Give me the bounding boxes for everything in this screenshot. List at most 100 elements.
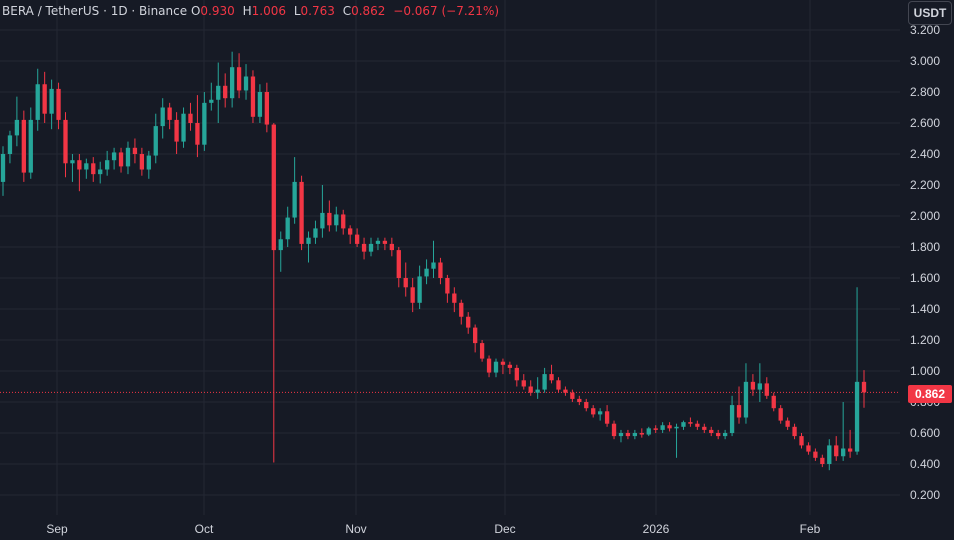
candle-body: [306, 237, 311, 244]
candle: [681, 420, 686, 430]
candle: [306, 231, 311, 263]
candle: [709, 426, 714, 437]
close-label: C: [342, 4, 352, 18]
candle: [188, 102, 193, 131]
candle-body: [827, 445, 832, 464]
candle: [729, 395, 735, 437]
candle: [84, 158, 89, 179]
candle: [584, 398, 589, 412]
candle-body: [570, 392, 575, 399]
candle-body: [764, 383, 769, 396]
candle-body: [0, 154, 6, 182]
candle: [646, 426, 651, 437]
candle: [473, 324, 478, 353]
candle: [785, 417, 790, 430]
candle-body: [264, 92, 270, 125]
candle: [771, 392, 776, 412]
candle-body: [681, 422, 686, 427]
candle-body: [153, 126, 158, 156]
candle-body: [417, 276, 422, 303]
candle-body: [771, 395, 776, 409]
candle: [438, 257, 443, 285]
candle: [452, 287, 457, 313]
candle: [410, 278, 415, 313]
candle: [327, 200, 332, 232]
time-axis[interactable]: Sep Oct Nov Dec 2026 Feb: [46, 522, 820, 536]
candle-body: [618, 433, 624, 437]
candle: [389, 237, 394, 257]
candle-body: [375, 240, 381, 244]
candle: [229, 51, 235, 108]
candle-body: [160, 107, 165, 127]
candle: [827, 439, 832, 471]
candle-body: [736, 405, 742, 418]
candle-body: [854, 381, 860, 452]
candle: [799, 433, 804, 449]
candle: [736, 386, 742, 424]
candle: [806, 442, 811, 455]
candle: [591, 405, 596, 418]
candle: [223, 73, 228, 108]
candle: [139, 147, 145, 176]
candle-body: [202, 102, 207, 145]
candle-body: [118, 152, 124, 167]
candle-body: [542, 374, 547, 390]
candle-body: [834, 445, 839, 457]
candle-body: [368, 243, 374, 252]
price-axis[interactable]: 0.2000.4000.6000.8001.0001.2001.4001.600…: [910, 23, 940, 502]
candle: [403, 262, 408, 297]
candle-body: [63, 119, 68, 164]
candle-body: [438, 262, 443, 278]
symbol-label[interactable]: BERA / TetherUS · 1D · Binance: [2, 4, 188, 18]
candle-body: [91, 163, 96, 175]
candle: [216, 62, 221, 123]
price-tick-label: 0.600: [910, 426, 940, 440]
candle-body: [403, 278, 408, 288]
candle: [549, 364, 554, 384]
time-tick-label: Sep: [46, 522, 68, 536]
time-tick-label: Dec: [494, 522, 515, 536]
candle: [14, 96, 20, 147]
candle: [91, 157, 96, 182]
candle: [854, 287, 860, 455]
candle: [764, 377, 769, 399]
candle: [354, 228, 360, 247]
candle: [570, 389, 575, 402]
candle: [521, 374, 526, 390]
candle-body: [625, 433, 631, 437]
candle-body: [563, 389, 568, 393]
candle-body: [507, 364, 513, 368]
candle-body: [216, 85, 221, 100]
currency-button[interactable]: USDT: [908, 1, 952, 25]
candle-body: [514, 367, 519, 381]
candle: [42, 71, 47, 123]
candle-body: [98, 169, 103, 175]
candle-body: [674, 426, 679, 429]
candle-body: [313, 228, 318, 238]
candle-body: [292, 181, 297, 218]
candle-body: [125, 147, 131, 167]
price-tick-label: 1.000: [910, 364, 940, 378]
candle: [486, 355, 492, 378]
candle: [174, 112, 179, 154]
candle: [195, 95, 200, 158]
price-tick-label: 0.200: [910, 488, 940, 502]
candle-body: [174, 119, 179, 142]
candle: [348, 225, 353, 244]
price-tick-label: 1.800: [910, 240, 940, 254]
candle: [820, 454, 825, 468]
candle-body: [49, 88, 54, 114]
candle-body: [84, 163, 89, 170]
change-value: −0.067 (−7.21%): [393, 4, 500, 18]
candle: [792, 423, 797, 440]
candle-body: [105, 160, 110, 170]
candle-body: [327, 212, 332, 226]
candle-body: [806, 445, 811, 452]
candle: [695, 420, 700, 430]
candle-body: [236, 67, 242, 91]
candle: [507, 361, 513, 375]
candle-body: [7, 135, 13, 154]
low-value: 0.763: [300, 4, 335, 18]
candle: [21, 110, 26, 182]
